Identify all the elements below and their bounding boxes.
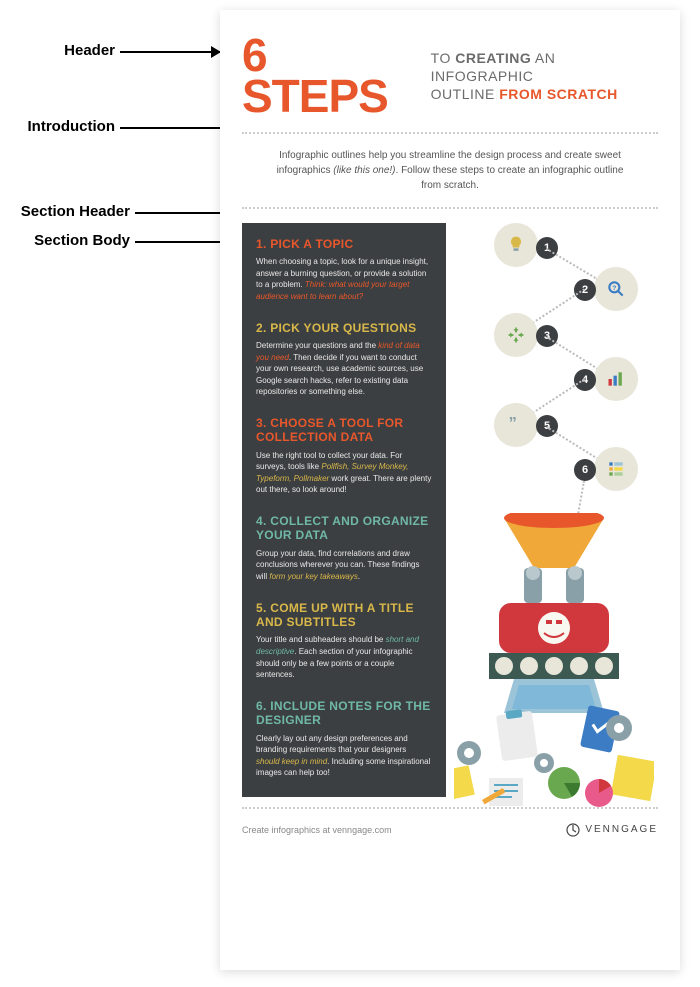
section-title: 4. COLLECT AND ORGANIZE YOUR DATA: [256, 514, 432, 543]
annotation-introduction: Introduction: [10, 118, 115, 135]
step-bubble: [594, 357, 638, 401]
step-section: 6. INCLUDE NOTES FOR THE DESIGNER Clearly…: [256, 699, 432, 779]
step-section: 5. COME UP WITH A TITLE AND SUBTITLES You…: [256, 601, 432, 681]
arrow-header: [120, 51, 220, 53]
step-bubble: ”: [494, 403, 538, 447]
connector-line: [546, 336, 599, 370]
section-body: Clearly lay out any design preferences a…: [256, 733, 432, 779]
section-body: Determine your questions and the kind of…: [256, 340, 432, 398]
divider: [242, 207, 658, 209]
connector-line: [532, 288, 585, 324]
step-section: 2. PICK YOUR QUESTIONS Determine your que…: [256, 321, 432, 398]
illustration-area: 1?234”56: [454, 223, 658, 797]
annotation-section-header: Section Header: [0, 203, 130, 220]
divider: [242, 132, 658, 134]
section-title: 6. INCLUDE NOTES FOR THE DESIGNER: [256, 699, 432, 728]
infographic-header: 6 STEPS TO CREATING AN INFOGRAPHIC OUTLI…: [242, 35, 658, 118]
section-body: Group your data, find correlations and d…: [256, 548, 432, 583]
section-title: 1. PICK A TOPIC: [256, 237, 432, 251]
section-body: Your title and subheaders should be shor…: [256, 634, 432, 680]
infographic-footer: Create infographics at venngage.com VENN…: [242, 823, 658, 837]
section-body: When choosing a topic, look for a unique…: [256, 256, 432, 302]
step-section: 3. CHOOSE A TOOL FOR COLLECTION DATA Use …: [256, 416, 432, 496]
connector-line: [546, 426, 599, 460]
section-title: 2. PICK YOUR QUESTIONS: [256, 321, 432, 335]
machine-illustration: [454, 513, 654, 823]
annotation-header: Header: [10, 42, 115, 59]
section-body: Use the right tool to collect your data.…: [256, 450, 432, 496]
section-title: 5. COME UP WITH A TITLE AND SUBTITLES: [256, 601, 432, 630]
venngage-icon: [566, 823, 580, 837]
connector-line: [532, 378, 585, 414]
connector-line: [546, 248, 599, 280]
venngage-logo: VENNGAGE: [566, 823, 658, 837]
introduction-text: Infographic outlines help you streamline…: [242, 148, 658, 193]
svg-text:”: ”: [509, 414, 517, 432]
step-bubble: [494, 313, 538, 357]
svg-text:?: ?: [612, 285, 616, 292]
step-bubble: [494, 223, 538, 267]
step-section: 4. COLLECT AND ORGANIZE YOUR DATA Group y…: [256, 514, 432, 583]
header-subtitle: TO CREATING AN INFOGRAPHIC OUTLINE FROM …: [431, 49, 658, 104]
annotation-section-body: Section Body: [0, 232, 130, 249]
steps-panel: 1. PICK A TOPIC When choosing a topic, lo…: [242, 223, 446, 797]
main-content: 1. PICK A TOPIC When choosing a topic, lo…: [242, 223, 658, 797]
step-bubble: [594, 447, 638, 491]
section-title: 3. CHOOSE A TOOL FOR COLLECTION DATA: [256, 416, 432, 445]
step-number: 6: [574, 459, 596, 481]
header-big: 6 STEPS: [242, 35, 421, 118]
step-bubble: ?: [594, 267, 638, 311]
infographic-card: 6 STEPS TO CREATING AN INFOGRAPHIC OUTLI…: [220, 10, 680, 970]
footer-text: Create infographics at venngage.com: [242, 825, 392, 835]
step-section: 1. PICK A TOPIC When choosing a topic, lo…: [256, 237, 432, 303]
